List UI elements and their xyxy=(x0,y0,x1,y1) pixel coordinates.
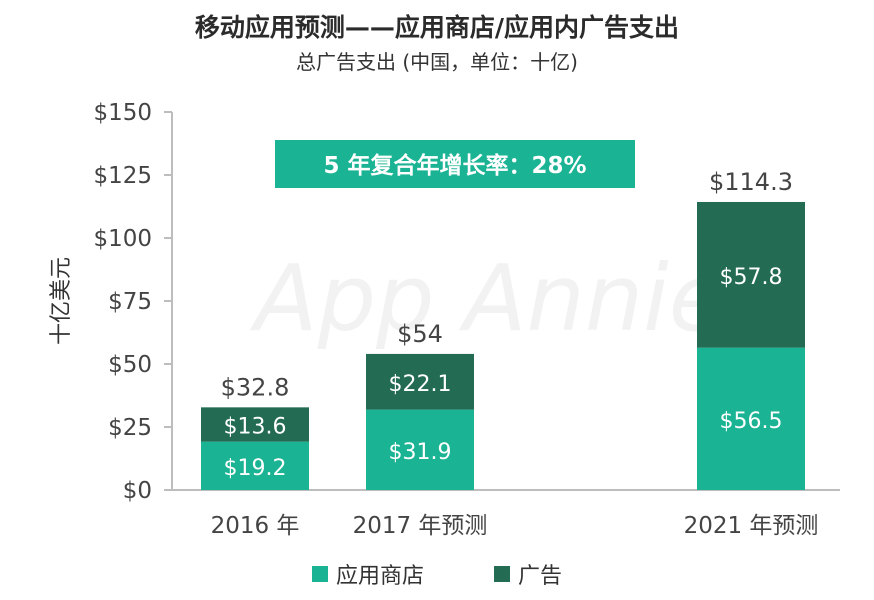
bar-ads xyxy=(201,407,309,442)
bar-ads xyxy=(697,201,805,348)
chart-title: 移动应用预测——应用商店/应用内广告支出 xyxy=(194,13,680,42)
chart-legend: 应用商店 广告 xyxy=(0,558,874,590)
legend-label-ads: 广告 xyxy=(518,564,563,589)
x-category-label: 2017 年预测 xyxy=(353,513,488,539)
y-tick-label: $0 xyxy=(123,478,152,504)
x-category-label: 2021 年预测 xyxy=(684,513,819,539)
y-tick-label: $75 xyxy=(108,289,152,315)
bar-total-label: $32.8 xyxy=(221,373,290,401)
y-axis-label: 十亿美元 xyxy=(49,257,74,345)
bar-ads xyxy=(366,353,474,410)
cagr-annotation-box xyxy=(275,140,635,188)
legend-swatch-ads xyxy=(494,566,510,582)
y-tick-label: $25 xyxy=(108,415,152,441)
cagr-annotation-text: 5 年复合年增长率：28% xyxy=(323,152,586,179)
bar-value-label: $56.5 xyxy=(720,409,783,434)
chart-subtitle: 总广告支出 (中国，单位：十亿) xyxy=(296,50,578,74)
y-tick-label: $50 xyxy=(108,352,152,378)
bar-app-store xyxy=(366,409,474,490)
bar-total-label: $114.3 xyxy=(709,168,793,196)
legend-item-app-store: 应用商店 xyxy=(311,558,424,590)
bar-value-label: $31.9 xyxy=(389,440,452,465)
y-tick-label: $125 xyxy=(93,163,152,189)
y-tick-label: $100 xyxy=(93,226,152,252)
legend-swatch-app-store xyxy=(311,566,328,582)
legend-item-ads: 广告 xyxy=(494,558,562,590)
legend-label-app-store: 应用商店 xyxy=(335,564,424,589)
watermark: App Annie xyxy=(250,245,726,352)
y-tick-label: $150 xyxy=(93,100,152,126)
x-category-label: 2016 年 xyxy=(211,513,300,539)
bar-total-label: $54 xyxy=(397,320,443,348)
bar-value-label: $19.2 xyxy=(224,456,287,481)
bar-app-store xyxy=(697,347,805,490)
bar-value-label: $57.8 xyxy=(720,265,783,290)
bar-value-label: $13.6 xyxy=(224,414,287,439)
bar-value-label: $22.1 xyxy=(389,372,452,397)
bar-app-store xyxy=(201,441,309,490)
